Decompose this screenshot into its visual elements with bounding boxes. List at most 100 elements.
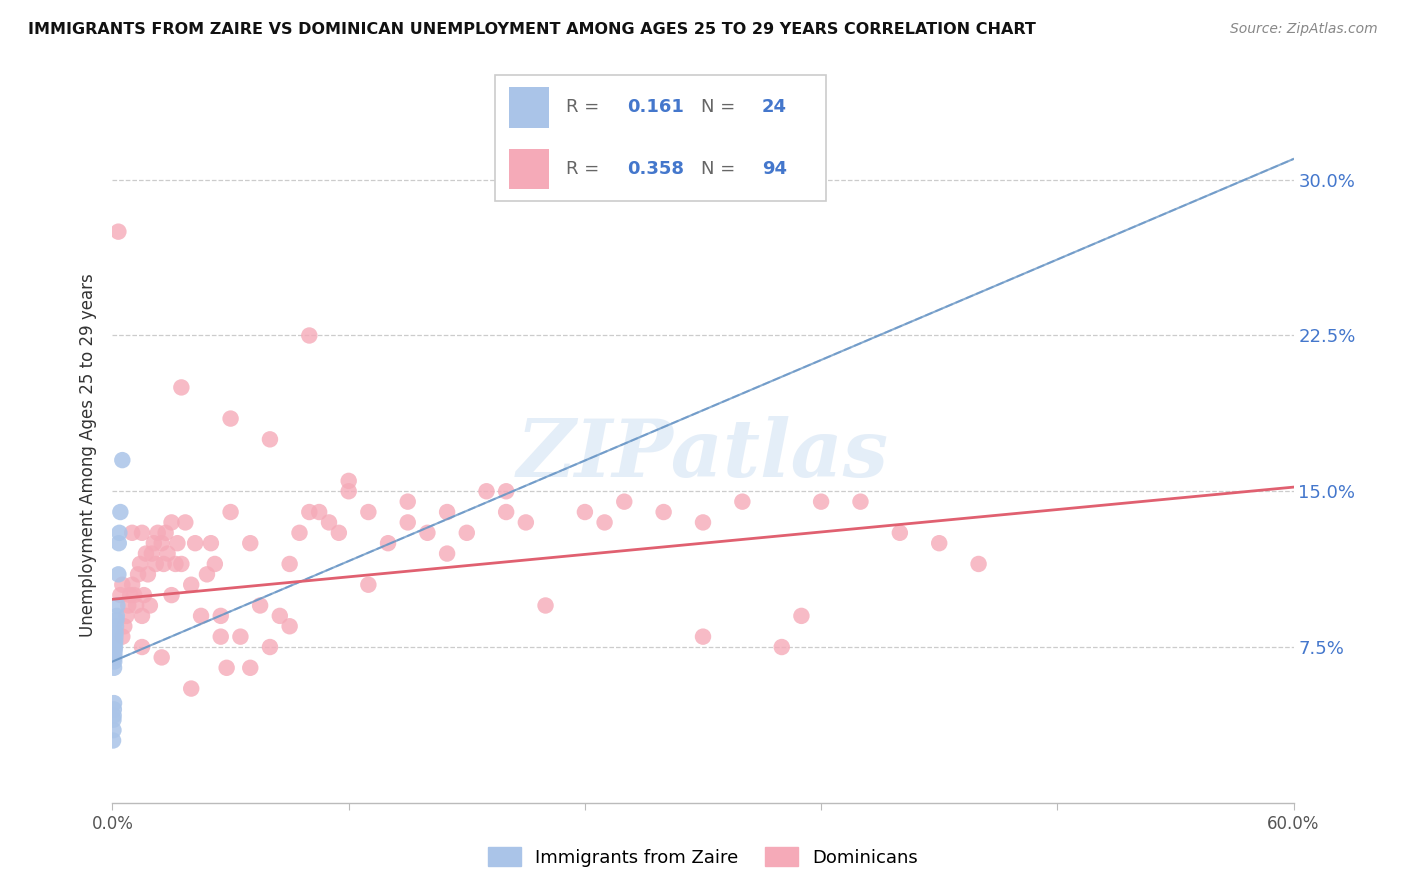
Point	[219, 411, 242, 425]
Text: R =: R =	[567, 98, 606, 117]
Point	[377, 536, 399, 550]
Point	[120, 588, 142, 602]
Point	[456, 525, 478, 540]
Point	[121, 578, 143, 592]
Point	[104, 630, 127, 644]
Point	[146, 525, 169, 540]
Point	[184, 536, 207, 550]
Point	[131, 608, 153, 623]
Text: 0.161: 0.161	[627, 98, 683, 117]
Point	[105, 608, 128, 623]
Point	[180, 578, 202, 592]
Point	[692, 630, 714, 644]
Point	[229, 630, 252, 644]
Point	[135, 547, 157, 561]
Point	[150, 536, 173, 550]
Point	[318, 516, 340, 530]
Point	[298, 505, 321, 519]
Point	[103, 650, 125, 665]
Point	[139, 599, 162, 613]
Bar	[509, 87, 550, 128]
Bar	[509, 149, 550, 189]
Point	[101, 733, 124, 747]
Point	[103, 696, 125, 710]
Point	[495, 484, 517, 499]
Point	[110, 588, 132, 602]
Point	[107, 567, 129, 582]
Point	[259, 640, 281, 654]
Point	[105, 619, 128, 633]
Point	[308, 505, 330, 519]
Point	[160, 588, 183, 602]
Point	[111, 578, 134, 592]
Point	[152, 557, 174, 571]
Point	[107, 536, 129, 550]
Point	[259, 433, 281, 447]
Point	[104, 633, 127, 648]
Point	[121, 525, 143, 540]
Text: N =: N =	[702, 160, 741, 178]
Text: ZIPatlas: ZIPatlas	[517, 417, 889, 493]
Point	[104, 642, 127, 657]
Point	[288, 525, 311, 540]
Point	[103, 708, 125, 723]
Point	[219, 505, 242, 519]
Point	[141, 547, 163, 561]
Point	[215, 661, 238, 675]
Point	[298, 328, 321, 343]
Point	[810, 494, 832, 508]
Point	[239, 661, 262, 675]
Point	[125, 599, 148, 613]
Point	[357, 505, 380, 519]
Y-axis label: Unemployment Among Ages 25 to 29 years: Unemployment Among Ages 25 to 29 years	[79, 273, 97, 637]
Point	[136, 567, 159, 582]
Text: N =: N =	[702, 98, 741, 117]
Point	[150, 650, 173, 665]
Point	[534, 599, 557, 613]
Text: Source: ZipAtlas.com: Source: ZipAtlas.com	[1230, 22, 1378, 37]
Point	[117, 599, 139, 613]
Point	[790, 608, 813, 623]
Point	[104, 638, 127, 652]
Point	[131, 525, 153, 540]
Point	[396, 516, 419, 530]
Point	[115, 608, 138, 623]
Point	[613, 494, 636, 508]
Point	[692, 516, 714, 530]
Point	[475, 484, 498, 499]
Point	[495, 505, 517, 519]
Point	[278, 557, 301, 571]
Point	[108, 525, 131, 540]
Point	[209, 630, 232, 644]
Point	[107, 599, 129, 613]
Point	[249, 599, 271, 613]
Point	[436, 547, 458, 561]
Point	[731, 494, 754, 508]
Point	[155, 525, 177, 540]
Point	[396, 494, 419, 508]
Point	[111, 453, 134, 467]
Point	[967, 557, 990, 571]
Point	[416, 525, 439, 540]
Point	[131, 640, 153, 654]
Point	[269, 608, 291, 623]
Point	[849, 494, 872, 508]
Point	[103, 646, 125, 660]
Point	[209, 608, 232, 623]
Point	[278, 619, 301, 633]
Point	[145, 557, 167, 571]
Point	[166, 536, 188, 550]
Point	[160, 516, 183, 530]
Point	[195, 567, 218, 582]
Point	[190, 608, 212, 623]
Point	[103, 723, 125, 738]
Point	[103, 713, 125, 727]
Point	[170, 380, 193, 394]
Point	[111, 630, 134, 644]
Text: R =: R =	[567, 160, 606, 178]
FancyBboxPatch shape	[495, 76, 827, 201]
Point	[127, 567, 149, 582]
Point	[239, 536, 262, 550]
Point	[103, 661, 125, 675]
Point	[574, 505, 596, 519]
